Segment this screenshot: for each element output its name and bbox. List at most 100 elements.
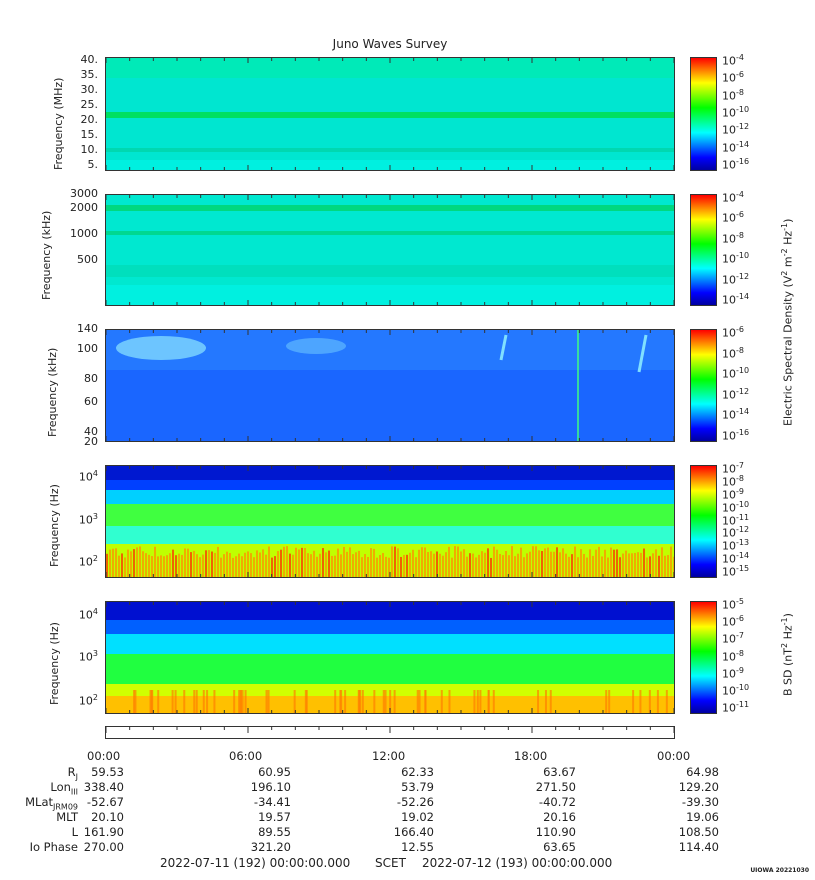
burst-column <box>670 546 672 577</box>
burst-column <box>316 556 318 577</box>
burst-column <box>268 546 270 577</box>
ephemeris-label: MLatJRM09 <box>25 795 78 812</box>
burst-column <box>244 552 246 577</box>
ephemeris-value: 108.50 <box>678 825 719 839</box>
burst-column <box>121 553 123 577</box>
burst-column <box>517 553 519 577</box>
y-tick-label: 102 <box>78 554 98 569</box>
burst-column <box>565 553 567 577</box>
burst-column <box>130 551 132 577</box>
ephemeris-value: 20.10 <box>91 810 124 824</box>
burst-column <box>580 549 582 577</box>
y-tick-label: 10. <box>80 143 99 156</box>
ephemeris-value: -39.30 <box>681 795 719 809</box>
burst-column <box>373 690 376 713</box>
burst-column <box>166 555 168 577</box>
y-tick-label: 35. <box>80 68 99 81</box>
colorbar-tick-label: 10-16 <box>722 157 750 172</box>
colorbar-tick-label: 10-6 <box>722 70 744 85</box>
burst-column <box>478 554 480 577</box>
colorbar-tick-label: 10-10 <box>722 251 750 266</box>
burst-column <box>160 555 162 577</box>
y-tick-label: 102 <box>78 693 98 708</box>
emission-streak <box>637 334 648 373</box>
ephemeris-value: 60.95 <box>258 765 291 779</box>
burst-column <box>442 555 444 577</box>
burst-column <box>649 556 651 577</box>
burst-column <box>205 550 207 577</box>
burst-column <box>334 555 336 577</box>
burst-column <box>193 550 195 577</box>
band-10mhz <box>106 148 674 152</box>
time-label: 06:00 <box>229 749 263 763</box>
electric-cbar-label: Electric Spectral Density (V2 m-2 Hz-1) <box>780 218 795 426</box>
burst-column <box>537 690 540 713</box>
burst-column <box>259 552 261 577</box>
colorbar-tick-label: 10-8 <box>722 345 744 361</box>
burst-column <box>389 690 392 713</box>
burst-column <box>241 556 243 577</box>
burst-column <box>359 690 362 713</box>
burst-column <box>190 552 192 577</box>
ephemeris-label: LonIII <box>50 780 78 797</box>
ephemeris-value: 19.02 <box>401 810 434 824</box>
colorbar-tick-label: 10-14 <box>722 407 750 423</box>
y-tick-label: 3000 <box>70 187 98 200</box>
burst-column <box>262 549 264 577</box>
panel-3-ylabel: Frequency (kHz) <box>46 347 59 437</box>
burst-column <box>370 548 372 577</box>
burst-column <box>439 553 441 577</box>
burst-column <box>622 553 624 577</box>
burst-column <box>463 549 465 577</box>
ephemeris-value: 64.98 <box>686 765 719 779</box>
burst-column <box>232 557 234 577</box>
colorbar-tick-label: 10-7 <box>722 461 744 476</box>
colorbar-tick-label: 10-10 <box>722 366 750 381</box>
burst-column <box>136 547 138 577</box>
burst-column <box>379 554 381 577</box>
colorbar-gradient <box>691 330 716 441</box>
burst-column <box>169 553 171 577</box>
burst-column <box>382 553 384 577</box>
burst-column <box>496 549 498 577</box>
time-axis <box>105 726 675 739</box>
panel-4-colorbar <box>690 465 717 578</box>
ephemeris-value: 110.90 <box>535 825 576 839</box>
colorbar-tick-label: 10-13 <box>722 538 750 553</box>
colorbar-tick-label: 10-14 <box>722 292 750 307</box>
burst-column <box>466 556 468 577</box>
burst-column <box>118 555 120 577</box>
burst-column <box>238 690 241 713</box>
burst-column <box>661 547 663 577</box>
burst-column <box>202 554 204 577</box>
burst-column <box>265 554 267 577</box>
burst-column <box>631 553 633 577</box>
panel-1-colorbar <box>690 57 717 171</box>
burst-column <box>637 552 639 577</box>
burst-column <box>346 551 348 577</box>
panel-1-spectrogram <box>105 57 675 171</box>
colorbar-tick-label: 10-10 <box>722 682 750 698</box>
time-label: 12:00 <box>372 749 406 763</box>
burst-column <box>367 556 369 577</box>
burst-column <box>358 550 360 577</box>
ephemeris-value: 63.67 <box>543 765 576 779</box>
burst-column <box>562 548 564 577</box>
burst-column <box>475 557 477 577</box>
burst-column <box>451 557 453 577</box>
colorbar-tick-label: 10-11 <box>722 700 750 715</box>
panel-3-colorbar <box>690 329 717 442</box>
burst-column <box>430 551 432 577</box>
burst-column <box>322 548 324 577</box>
ephemeris-value: 338.40 <box>83 780 124 794</box>
ephemeris-value: 19.57 <box>258 810 291 824</box>
ephemeris-value: 114.40 <box>678 840 719 854</box>
burst-column <box>484 552 486 577</box>
burst-column <box>187 548 189 577</box>
burst-column <box>473 690 476 713</box>
colorbar-tick-label: 10-6 <box>722 210 744 226</box>
ephemeris-label: MLT <box>56 810 78 824</box>
ephemeris-value: 321.20 <box>250 840 291 854</box>
burst-column <box>526 553 528 577</box>
